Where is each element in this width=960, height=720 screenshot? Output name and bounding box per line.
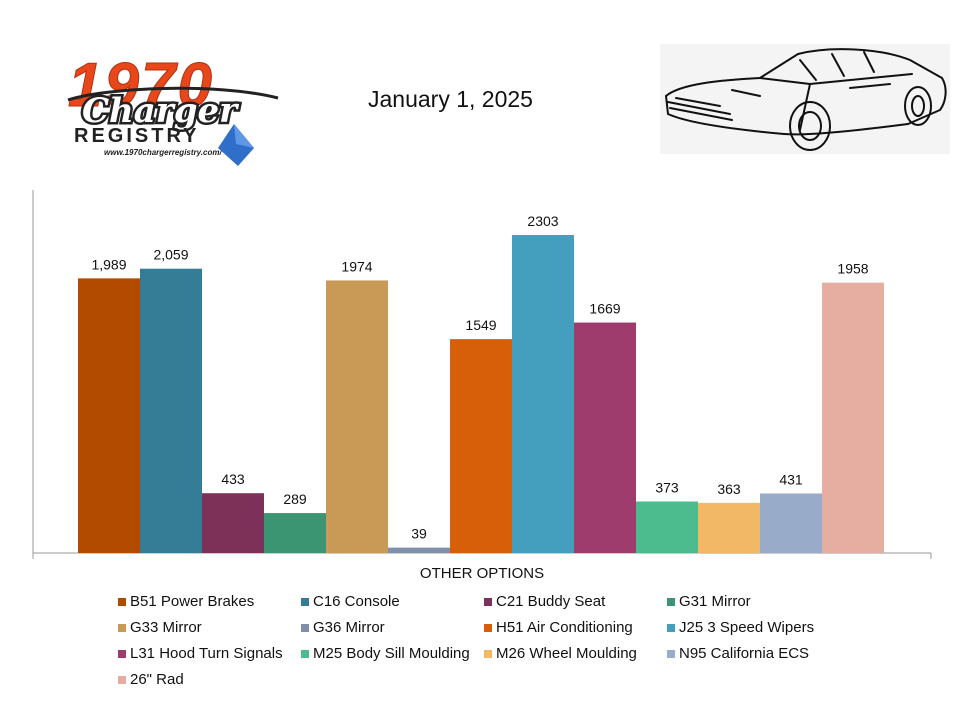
legend-label-4: G33 Mirror [130,619,202,636]
svg-text:REGISTRY: REGISTRY [74,125,200,147]
legend-item-9: M25 Body Sill Moulding [301,644,484,663]
x-axis-label: OTHER OPTIONS [420,565,544,582]
legend-swatch-0 [118,597,126,606]
legend-swatch-10 [484,649,492,658]
bar-10 [698,502,760,553]
legend-label-9: M25 Body Sill Moulding [313,645,470,662]
legend-swatch-9 [301,649,309,658]
legend-label-6: H51 Air Conditioning [496,619,633,636]
legend-label-5: G36 Mirror [313,619,385,636]
legend-swatch-8 [118,649,126,658]
legend-item-1: C16 Console [301,592,484,611]
legend-item-4: G33 Mirror [118,618,301,637]
legend-label-8: L31 Hood Turn Signals [130,645,283,662]
bar-value-label-4: 1974 [341,258,372,274]
legend-item-10: M26 Wheel Moulding [484,644,667,663]
bar-3 [264,513,326,553]
legend-item-6: H51 Air Conditioning [484,618,667,637]
bar-value-label-1: 2,059 [153,247,188,263]
legend-item-12: 26" Rad [118,670,301,689]
legend-item-7: J25 3 Speed Wipers [667,618,850,637]
bar-value-label-0: 1,989 [91,256,126,272]
bar-11 [760,493,822,553]
legend-label-0: B51 Power Brakes [130,593,255,610]
bar-0 [78,278,140,553]
legend-swatch-11 [667,649,675,658]
legend-label-2: C21 Buddy Seat [496,593,606,610]
report-date: January 1, 2025 [368,86,533,112]
charger-car-illustration [660,44,950,154]
svg-text:1970: 1970 [68,52,214,120]
legend-label-12: 26" Rad [130,671,184,688]
bar-value-label-8: 1669 [589,301,620,317]
legend-swatch-7 [667,623,675,632]
legend-item-11: N95 California ECS [667,644,850,663]
legend-item-3: G31 Mirror [667,592,850,611]
bar-4 [326,280,388,553]
legend-swatch-5 [301,623,309,632]
svg-text:Charger: Charger [82,91,239,131]
legend-item-8: L31 Hood Turn Signals [118,644,301,663]
bar-9 [636,501,698,553]
legend-label-7: J25 3 Speed Wipers [679,619,815,636]
bar-5 [388,547,450,553]
legend-swatch-4 [118,623,126,632]
bar-value-label-2: 433 [221,471,245,487]
bar-value-label-9: 373 [655,479,679,495]
bar-value-label-11: 431 [779,471,803,487]
legend-label-3: G31 Mirror [679,593,751,610]
bar-value-label-6: 1549 [465,317,496,333]
bar-12 [822,282,884,553]
legend-item-2: C21 Buddy Seat [484,592,667,611]
chart-legend: B51 Power Brakes C16 Console C21 Buddy Sea… [118,592,918,689]
bar-value-label-10: 363 [717,481,741,497]
bar-7 [512,235,574,553]
legend-label-1: C16 Console [313,593,400,610]
legend-label-10: M26 Wheel Moulding [496,645,637,662]
legend-item-0: B51 Power Brakes [118,592,301,611]
bar-value-label-3: 289 [283,491,307,507]
legend-item-5: G36 Mirror [301,618,484,637]
legend-swatch-2 [484,597,492,606]
legend-swatch-1 [301,597,309,606]
bar-value-label-12: 1958 [837,261,868,277]
bar-value-label-5: 39 [411,526,427,542]
bar-2 [202,493,264,553]
bar-6 [450,339,512,553]
legend-swatch-3 [667,597,675,606]
legend-swatch-6 [484,623,492,632]
charger-registry-logo: 1970 Charger REGISTRY www.1970chargerreg… [68,52,279,166]
svg-text:www.1970chargerregistry.com/: www.1970chargerregistry.com/ [104,148,222,157]
legend-label-11: N95 California ECS [679,645,810,662]
bar-8 [574,322,636,553]
bar-1 [140,268,202,553]
legend-swatch-12 [118,675,126,684]
bar-value-label-7: 2303 [527,213,558,229]
